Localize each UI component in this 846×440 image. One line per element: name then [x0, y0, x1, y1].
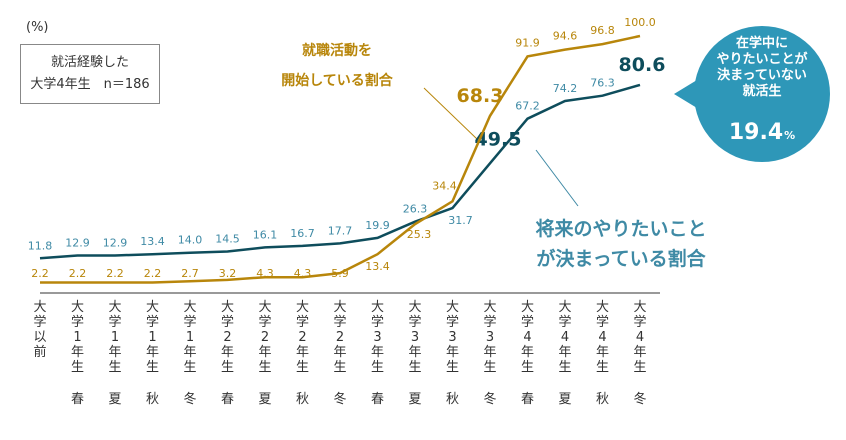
series-label-decided-line-1: 将来のやりたいこと	[535, 218, 707, 240]
callout-bubble	[694, 26, 830, 162]
data-label-s1-2: 2.2	[106, 267, 124, 280]
data-label-s1-0: 2.2	[31, 267, 49, 280]
data-label-s0-3: 13.4	[140, 235, 165, 248]
season-label-5: 春	[220, 392, 234, 407]
data-label-s1-7: 4.3	[294, 267, 312, 280]
data-label-s1-12: 68.3	[457, 85, 504, 107]
data-label-s0-11: 31.7	[448, 214, 473, 227]
data-label-s0-7: 16.7	[290, 227, 315, 240]
data-label-s0-15: 76.3	[590, 77, 615, 90]
season-label-11: 秋	[445, 392, 459, 407]
series-label-decided-line-2: が決まっている割合	[536, 248, 706, 270]
data-label-s0-1: 12.9	[65, 237, 90, 250]
data-label-s1-1: 2.2	[69, 267, 87, 280]
data-label-s0-4: 14.0	[178, 234, 203, 247]
callout-line-1: 在学中に	[735, 36, 788, 51]
sample-info-line-2: 大学4年生 n＝186	[30, 77, 150, 92]
season-label-1: 春	[70, 392, 84, 407]
season-label-8: 冬	[333, 392, 347, 407]
data-label-s1-13: 91.9	[515, 36, 540, 49]
sample-info-box: 就活経験した 大学4年生 n＝186	[20, 44, 160, 104]
season-label-12: 冬	[483, 392, 497, 407]
data-label-s1-6: 4.3	[256, 267, 274, 280]
data-label-s0-10: 26.3	[403, 203, 428, 216]
series-label-started-line-2: 開始している割合	[281, 73, 393, 89]
season-label-10: 夏	[408, 392, 422, 407]
data-label-s1-15: 96.8	[590, 24, 615, 37]
data-label-s0-5: 14.5	[215, 233, 240, 246]
leader-line-decided	[535, 149, 579, 207]
data-label-s1-9: 13.4	[365, 260, 390, 273]
data-label-s1-4: 2.7	[181, 267, 199, 280]
data-label-s1-8: 5.9	[331, 267, 349, 280]
leader-line-started	[423, 87, 479, 141]
data-label-s1-3: 2.2	[144, 267, 162, 280]
data-label-s1-11: 34.4	[432, 179, 457, 192]
callout-text: 在学中に やりたいことが 決まっていない 就活生	[694, 36, 830, 100]
season-label-6: 夏	[258, 392, 272, 407]
callout-value: 19.4%	[694, 120, 830, 145]
unit-label: (%)	[26, 20, 49, 35]
season-label-16: 冬	[633, 392, 647, 407]
data-label-s0-13: 67.2	[515, 100, 540, 113]
data-label-s0-0: 11.8	[28, 239, 53, 252]
series-layer: 11.8 12.9 12.9 13.4 14.0 14.5 16.1 16.7 17.7 19.9…	[28, 16, 666, 284]
series-label-future-decided: 将来のやりたいこと が決まっている割合	[508, 214, 734, 274]
season-label-15: 秋	[595, 392, 609, 407]
callout-number: 19.4	[728, 120, 784, 145]
data-label-s0-16: 80.6	[619, 54, 666, 76]
season-label-7: 秋	[295, 392, 309, 407]
data-label-s0-6: 16.1	[253, 228, 278, 241]
sample-info-line-1: 就活経験した	[50, 55, 129, 70]
season-label-14: 夏	[558, 392, 572, 407]
series-line-1	[40, 34, 641, 284]
category-label-0: 大学以前	[33, 300, 47, 360]
callout-line-2: やりたいことが	[716, 52, 808, 67]
callout-percent: %	[784, 129, 796, 142]
season-label-2: 夏	[108, 392, 122, 407]
data-label-s1-14: 94.6	[553, 30, 578, 43]
season-label-3: 秋	[145, 392, 159, 407]
data-label-s0-8: 17.7	[328, 224, 353, 237]
season-label-4: 冬	[183, 392, 197, 407]
data-label-s0-12: 49.5	[475, 128, 522, 150]
series-label-job-hunting-started: 就職活動を 開始している割合	[262, 36, 412, 96]
callout-line-4: 就活生	[742, 84, 782, 99]
data-label-s0-9: 19.9	[365, 219, 390, 232]
callout-pointer	[674, 80, 697, 108]
series-label-started-line-1: 就職活動を	[302, 43, 372, 59]
season-label-9: 春	[370, 392, 384, 407]
data-label-s0-14: 74.2	[553, 82, 578, 95]
data-label-s1-16: 100.0	[624, 16, 656, 29]
data-label-s1-5: 3.2	[219, 267, 237, 280]
data-label-s1-10: 25.3	[407, 228, 432, 241]
data-label-s0-2: 12.9	[103, 237, 128, 250]
series-line-0	[39, 83, 641, 260]
season-label-13: 春	[520, 392, 534, 407]
callout-line-3: 決まっていない	[717, 68, 807, 83]
